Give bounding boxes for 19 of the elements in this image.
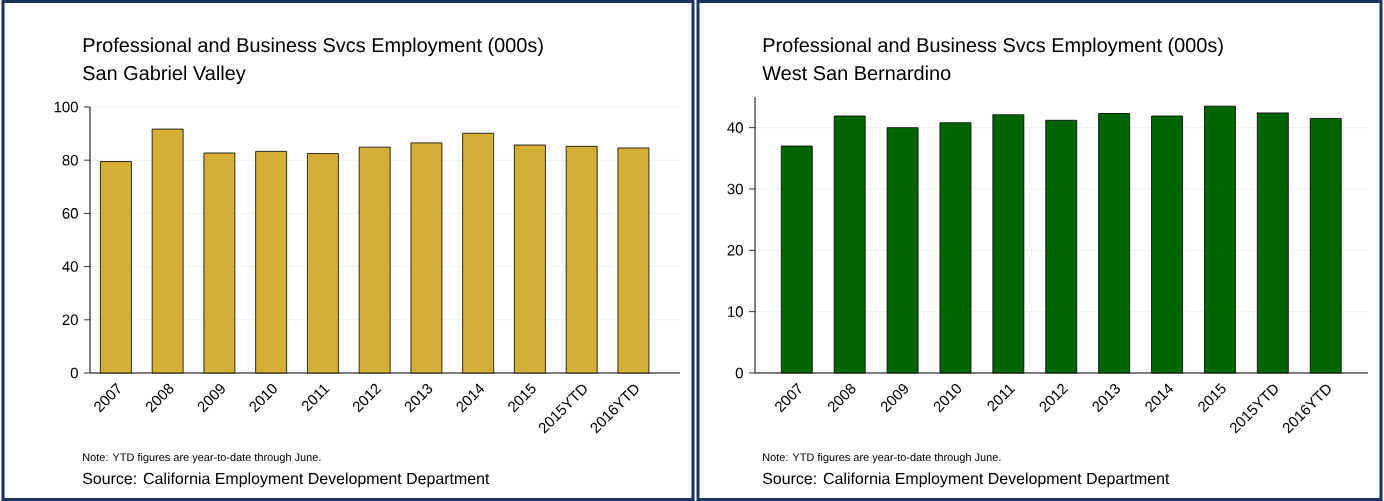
y-tick-label: 20 [62, 314, 78, 326]
y-tick-label: 40 [62, 261, 78, 272]
y-tick-label: 60 [62, 208, 78, 219]
source-note: Source: California Employment Development Department [762, 472, 1170, 488]
y-tick-label: 80 [62, 154, 78, 166]
text: Note: YTD figures are year-to-date through June. [83, 453, 321, 464]
y-tick-label: 100 [54, 101, 78, 113]
y-tick-label: 40 [727, 122, 743, 133]
chart-title: Professional and Business Svcs Employment (000s) [83, 37, 543, 57]
chart-subtitle: West San Bernardino [762, 65, 951, 81]
chart-title: Professional and Business Svcs Employment (000s) [763, 37, 1223, 57]
y-tick-label: 20 [727, 245, 743, 256]
chart-subtitle: San Gabriel Valley [83, 65, 246, 85]
y-tick-label: 10 [728, 306, 743, 317]
source-note: Source: California Employment Development Department [82, 472, 490, 488]
y-tick-label: 0 [735, 367, 743, 379]
y-tick-label: 0 [70, 367, 78, 379]
y-tick-label: 30 [727, 183, 743, 195]
text: Note: YTD figures are year-to-date through June. [763, 453, 1001, 464]
